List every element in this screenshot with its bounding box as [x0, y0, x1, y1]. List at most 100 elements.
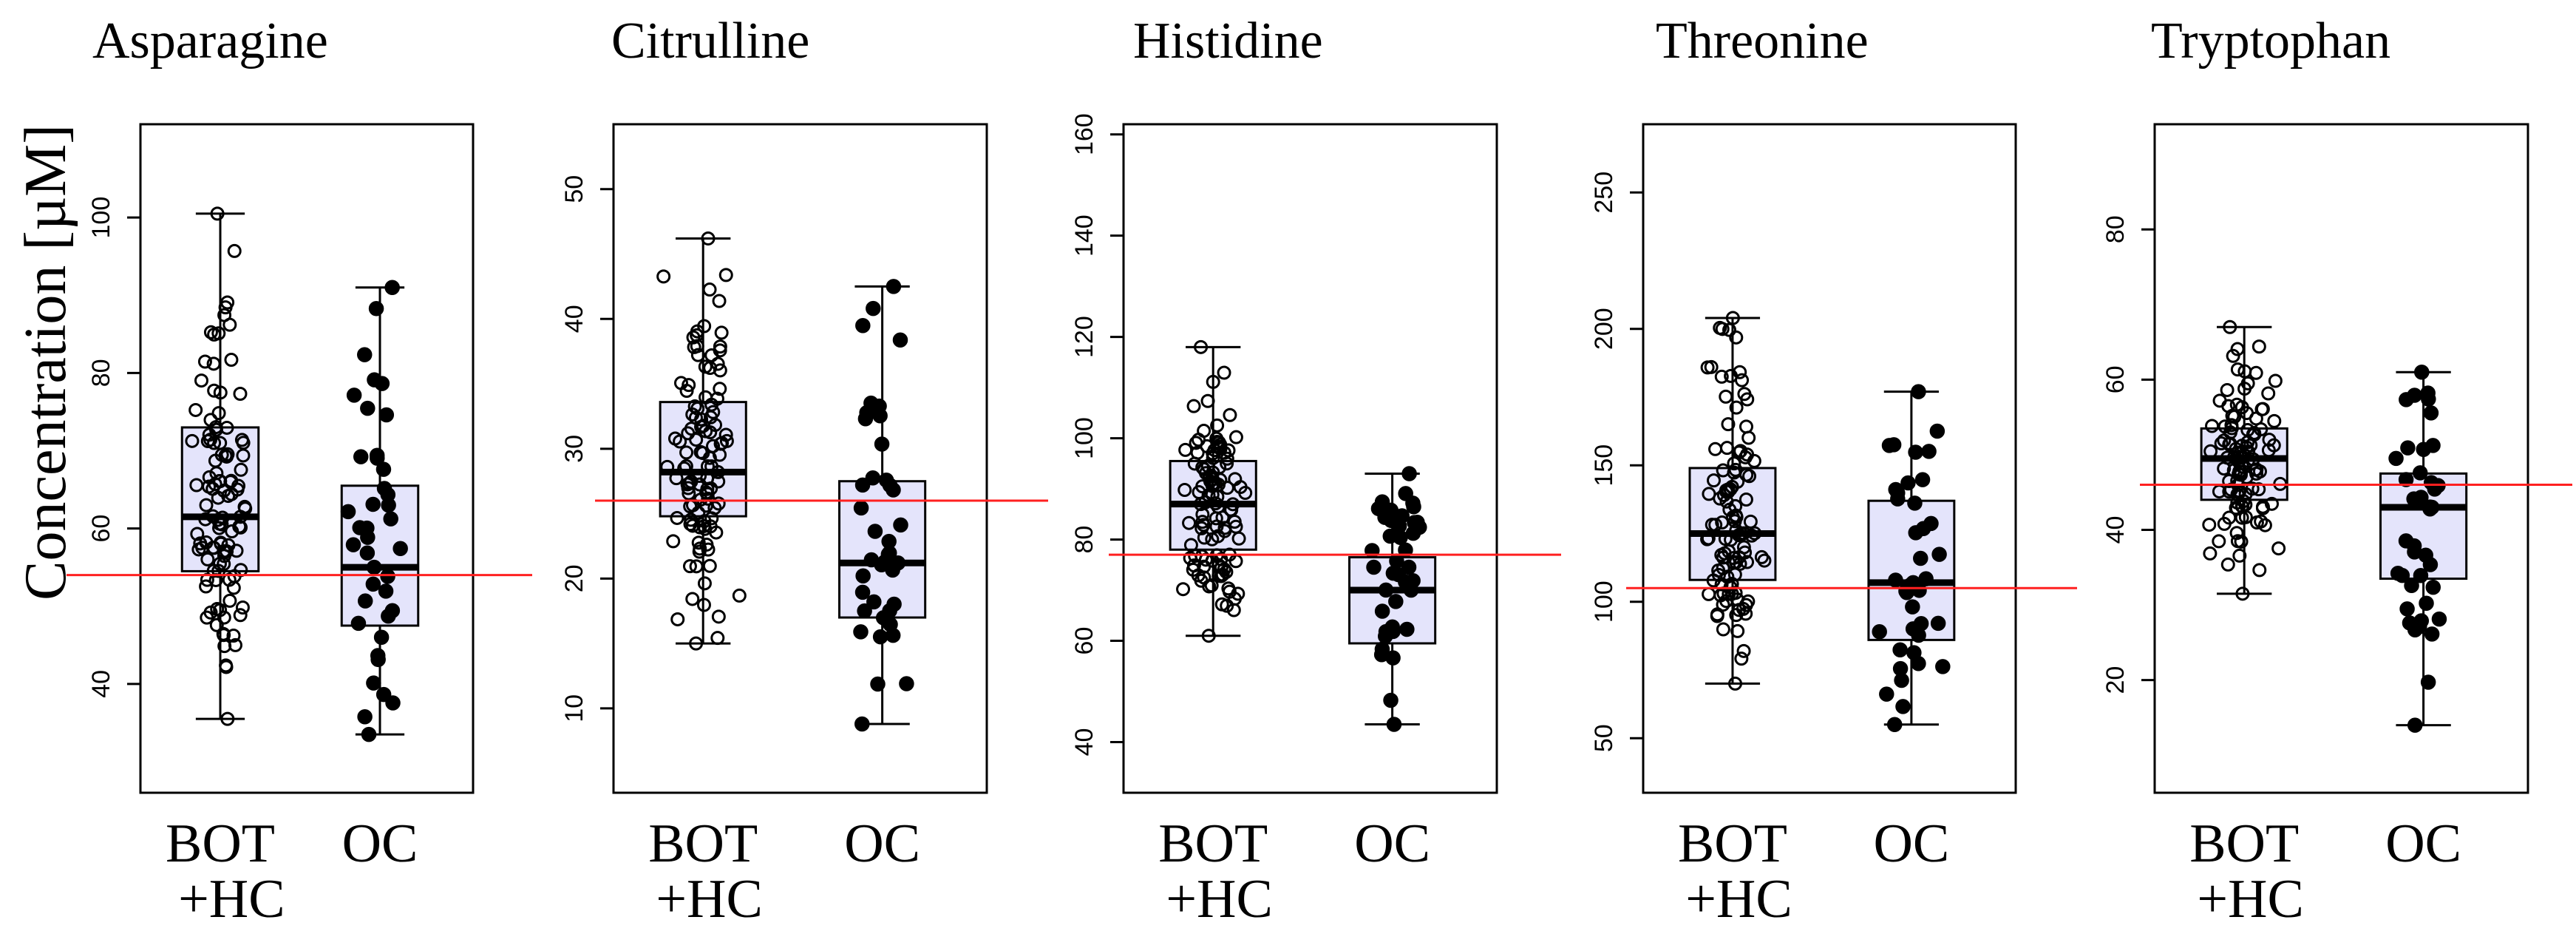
category-label: +HC: [1166, 869, 1273, 930]
data-point: [1701, 531, 1716, 546]
category-label: OC: [342, 813, 418, 874]
plot-frame: [612, 123, 988, 794]
data-point: [872, 407, 888, 424]
y-tick-label: 100: [1070, 417, 1098, 459]
chart-title: Threonine: [1656, 13, 1869, 70]
data-point: [220, 295, 235, 310]
data-point: [369, 447, 385, 464]
data-point: [1217, 365, 1231, 380]
data-point: [718, 268, 733, 282]
data-point: [340, 504, 356, 520]
data-point: [2202, 518, 2217, 532]
data-point: [1406, 498, 1421, 515]
data-point: [1194, 573, 1209, 588]
data-point: [1733, 444, 1748, 458]
data-point: [222, 317, 237, 332]
data-point: [2422, 499, 2438, 515]
category-label: BOT: [648, 813, 758, 874]
data-point: [211, 326, 226, 341]
data-point: [1705, 518, 1719, 532]
data-point: [235, 600, 250, 615]
data-point: [197, 354, 212, 369]
data-point: [1734, 652, 1749, 666]
data-point: [893, 517, 908, 533]
data-point: [1191, 433, 1206, 447]
data-point: [1727, 676, 1742, 691]
data-point: [1385, 650, 1401, 666]
data-point: [224, 353, 239, 368]
data-point: [1727, 465, 1741, 480]
data-point: [189, 478, 204, 493]
data-point: [392, 541, 408, 557]
data-point: [703, 425, 718, 440]
data-point: [693, 477, 707, 492]
data-point: [1931, 546, 1947, 562]
data-point: [1398, 486, 1413, 501]
category-label: OC: [844, 813, 920, 874]
data-point: [2425, 579, 2441, 595]
plot-frame: [1122, 123, 1498, 794]
data-point: [1715, 322, 1730, 336]
data-point: [1233, 480, 1248, 495]
data-point: [714, 325, 729, 340]
data-point: [1393, 529, 1408, 546]
data-point: [1366, 559, 1382, 575]
data-point: [656, 269, 671, 284]
data-point: [688, 410, 703, 425]
data-point: [378, 583, 394, 599]
y-tick-label: 50: [1590, 724, 1618, 752]
y-tick-label: 40: [2101, 516, 2130, 544]
data-point: [699, 390, 713, 405]
data-point: [2413, 613, 2430, 629]
data-point: [194, 373, 208, 388]
data-point: [690, 339, 704, 353]
data-point: [865, 470, 881, 486]
y-tick-label: 250: [1590, 172, 1618, 214]
data-point: [220, 711, 235, 726]
data-point: [1710, 609, 1724, 623]
data-point: [220, 544, 234, 559]
y-tick-label: 20: [560, 564, 588, 592]
data-point: [2220, 382, 2235, 397]
data-point: [872, 629, 888, 645]
data-point: [2414, 364, 2430, 380]
data-point: [1735, 373, 1750, 388]
data-point: [853, 624, 869, 640]
data-point: [185, 433, 200, 448]
data-point: [2399, 601, 2415, 617]
category-label: OC: [1873, 813, 1949, 874]
data-point: [1194, 339, 1209, 354]
data-point: [1399, 621, 1415, 637]
data-point: [1741, 430, 1756, 445]
data-point: [373, 629, 390, 645]
data-point: [683, 499, 698, 514]
data-point: [228, 637, 242, 652]
category-label: +HC: [1685, 869, 1792, 930]
y-tick-label: 60: [2101, 365, 2130, 393]
data-point: [366, 559, 382, 575]
data-point: [1725, 510, 1740, 524]
data-point: [219, 660, 234, 674]
data-point: [357, 593, 373, 609]
chart-panel-1: Asparagine 40 60 80 100 BOT+HC OC: [67, 13, 532, 930]
data-point: [2398, 472, 2414, 487]
data-point: [1713, 491, 1727, 506]
data-point: [669, 471, 684, 486]
data-point: [2407, 717, 2423, 733]
y-tick-label: 200: [1590, 308, 1618, 350]
data-point: [2413, 567, 2429, 583]
data-point: [1911, 384, 1926, 399]
chart-panel-3: Histidine 40 60 80 100 120 140 160 BOT+HC OC: [1070, 13, 1561, 930]
data-point: [207, 383, 222, 398]
data-point: [346, 388, 362, 403]
data-point: [359, 545, 375, 561]
data-point: [1707, 473, 1722, 488]
data-point: [1716, 463, 1730, 478]
data-point: [670, 510, 684, 525]
data-point: [691, 535, 706, 550]
data-point: [233, 608, 248, 623]
data-point: [2218, 419, 2232, 434]
data-point: [199, 498, 214, 512]
data-point: [1718, 532, 1733, 546]
